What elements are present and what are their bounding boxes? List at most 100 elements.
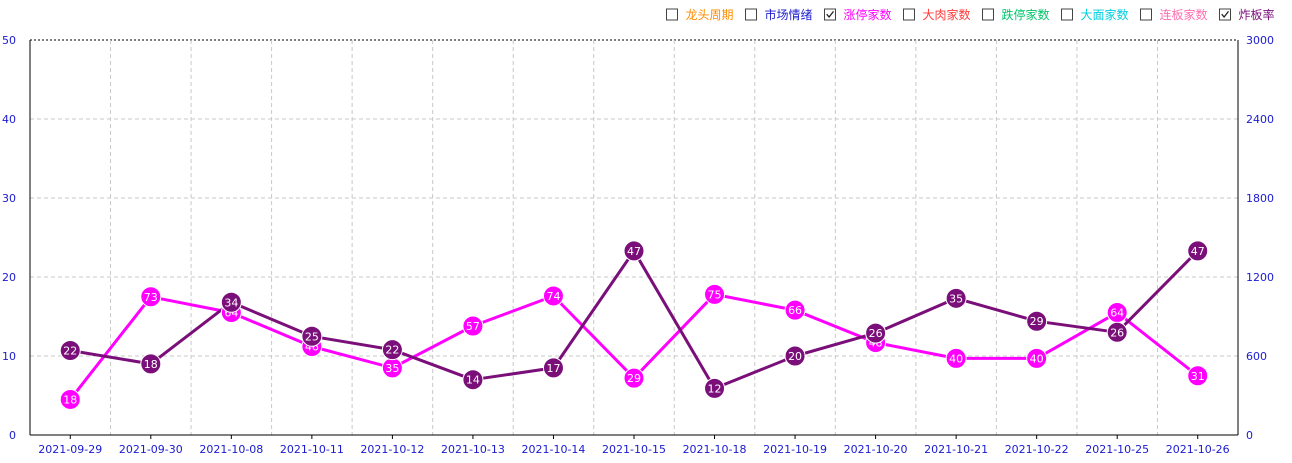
- legend-item-7[interactable]: 连板家数: [1140, 7, 1208, 22]
- x-tick-label: 2021-10-22: [1005, 443, 1069, 456]
- data-label: 20: [788, 350, 802, 363]
- checkmark-icon: [826, 10, 835, 19]
- x-tick-label: 2021-10-14: [521, 443, 585, 456]
- data-point: [140, 353, 162, 375]
- legend-checkbox[interactable]: [903, 8, 915, 21]
- legend-checkbox[interactable]: [1140, 8, 1152, 21]
- data-label: 26: [869, 327, 883, 340]
- data-point: [945, 287, 967, 309]
- data-point: [542, 357, 564, 379]
- y-left-tick-label: 0: [9, 429, 16, 442]
- x-tick-label: 2021-10-11: [280, 443, 344, 456]
- x-tick-label: 2021-10-15: [602, 443, 666, 456]
- legend-label: 市场情绪: [765, 7, 813, 22]
- data-label: 18: [63, 393, 77, 406]
- data-point: [704, 377, 726, 399]
- legend-item-3[interactable]: 涨停家数: [824, 7, 892, 22]
- x-tick-label: 2021-10-19: [763, 443, 827, 456]
- data-label: 57: [466, 320, 480, 333]
- x-tick-label: 2021-10-20: [844, 443, 908, 456]
- data-label: 26: [1110, 326, 1124, 339]
- x-tick-label: 2021-10-12: [360, 443, 424, 456]
- legend-item-2[interactable]: 市场情绪: [745, 7, 813, 22]
- legend-item-1[interactable]: 龙头周期: [666, 8, 734, 22]
- data-label: 73: [144, 291, 158, 304]
- x-tick-label: 2021-10-26: [1166, 443, 1230, 456]
- data-point: [140, 286, 162, 308]
- data-point: [1026, 347, 1048, 369]
- series-points-2: 22 18 34 25 22 14 17 47 12 20 26 35 29 26 47: [59, 240, 1209, 399]
- y-right-tick-label: 3000: [1246, 34, 1274, 47]
- x-tick-label: 2021-10-21: [924, 443, 988, 456]
- legend-checkbox[interactable]: [982, 8, 994, 21]
- legend-label: 龙头周期: [686, 8, 734, 22]
- y-left-tick-label: 20: [2, 271, 16, 284]
- legend-label: 大面家数: [1081, 7, 1129, 22]
- data-label: 22: [385, 344, 399, 357]
- legend-label: 炸板率: [1239, 7, 1275, 22]
- y-right-tick-label: 2400: [1246, 113, 1274, 126]
- x-tick-label: 2021-10-08: [199, 443, 263, 456]
- data-point: [623, 367, 645, 389]
- data-label: 47: [627, 245, 641, 258]
- data-label: 14: [466, 374, 480, 387]
- legend-checkbox[interactable]: [1219, 8, 1231, 21]
- data-label: 29: [627, 372, 641, 385]
- legend-checkbox[interactable]: [824, 8, 836, 21]
- legend-label: 连板家数: [1160, 7, 1208, 22]
- data-label: 35: [385, 362, 399, 375]
- y-right-tick-label: 600: [1246, 350, 1267, 363]
- data-label: 40: [949, 352, 963, 365]
- legend-item-6[interactable]: 大面家数: [1061, 7, 1129, 22]
- data-point: [220, 291, 242, 313]
- y-left-tick-label: 50: [2, 34, 16, 47]
- checkmark-icon: [1221, 10, 1230, 19]
- legend-label: 大肉家数: [923, 7, 971, 22]
- legend-checkbox[interactable]: [745, 8, 757, 21]
- grid: [30, 39, 1238, 435]
- data-label: 40: [1030, 352, 1044, 365]
- y-right-tick-label: 0: [1246, 429, 1253, 442]
- data-label: 12: [708, 382, 722, 395]
- data-label: 66: [788, 304, 802, 317]
- legend-item-4[interactable]: 大肉家数: [903, 7, 971, 22]
- legend: 龙头周期 市场情绪 涨停家数 大肉家数 跌停家数 大面家数 连板家数 炸板率: [666, 7, 1275, 22]
- data-point: [784, 299, 806, 321]
- data-point: [462, 369, 484, 391]
- legend-checkbox[interactable]: [1061, 8, 1073, 21]
- data-label: 18: [144, 358, 158, 371]
- data-point: [381, 339, 403, 361]
- y-left-tick-label: 10: [2, 350, 16, 363]
- data-label: 47: [1191, 245, 1205, 258]
- x-tick-label: 2021-10-25: [1085, 443, 1149, 456]
- y-right-tick-label: 1800: [1246, 192, 1274, 205]
- y-left-tick-label: 40: [2, 113, 16, 126]
- data-point: [704, 283, 726, 305]
- legend-item-8[interactable]: 炸板率: [1219, 7, 1275, 22]
- data-point: [784, 345, 806, 367]
- axes: 0 10 20 30 40 50 0 600 1200 1800 2400 3000 2021-09-2…: [2, 34, 1274, 456]
- legend-label: 涨停家数: [844, 7, 892, 22]
- legend-label: 跌停家数: [1002, 7, 1050, 22]
- legend-checkbox[interactable]: [666, 8, 678, 21]
- series-layer: 1873644635577429756648404064312218342522…: [59, 240, 1209, 410]
- data-point: [865, 322, 887, 344]
- x-tick-label: 2021-10-18: [683, 443, 747, 456]
- x-tick-label: 2021-10-13: [441, 443, 505, 456]
- data-label: 31: [1191, 370, 1205, 383]
- data-label: 75: [708, 288, 722, 301]
- x-tick-label: 2021-09-29: [38, 443, 102, 456]
- data-label: 64: [1110, 307, 1124, 320]
- data-label: 34: [224, 296, 238, 309]
- legend-item-5[interactable]: 跌停家数: [982, 7, 1050, 22]
- data-point: [623, 240, 645, 262]
- data-label: 74: [546, 290, 560, 303]
- data-point: [1187, 240, 1209, 262]
- data-point: [945, 347, 967, 369]
- data-point: [1106, 321, 1128, 343]
- data-point: [1187, 365, 1209, 387]
- x-tick-label: 2021-09-30: [119, 443, 183, 456]
- data-point: [1026, 310, 1048, 332]
- data-point: [462, 315, 484, 337]
